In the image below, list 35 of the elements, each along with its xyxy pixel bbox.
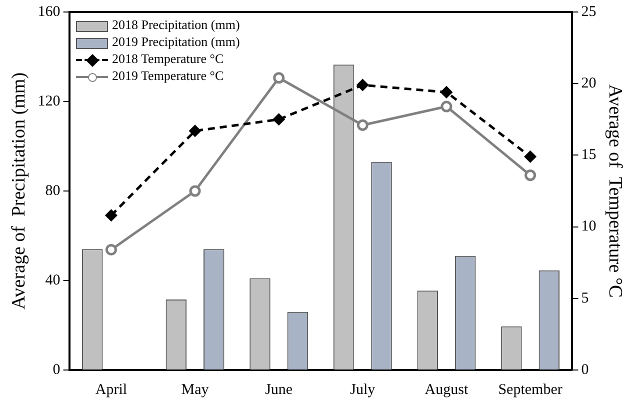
y-axis-title: Average of Precipitation (mm) (8, 72, 30, 310)
point (273, 114, 285, 126)
legend-label: 2019 Temperature °C (112, 68, 224, 83)
y-tick-label: 80 (45, 182, 60, 199)
x-tick-label: May (181, 382, 210, 398)
y2-tick-label: 10 (581, 218, 596, 235)
x-tick-label: August (424, 382, 469, 398)
point (273, 72, 285, 84)
legend-label: 2018 Temperature °C (112, 51, 224, 66)
y2-tick-label: 20 (581, 76, 596, 92)
legend-label: 2019 Precipitation (mm) (112, 34, 240, 49)
point (524, 170, 536, 181)
point (105, 244, 117, 256)
point (356, 119, 368, 131)
y2-tick-label: 25 (581, 4, 596, 20)
x-tick-label: June (265, 382, 293, 398)
point (105, 210, 117, 222)
y2-axis-title: Average of Temperature °C (604, 84, 626, 298)
point (189, 185, 201, 197)
point (189, 125, 201, 137)
point (524, 150, 536, 162)
point (440, 86, 452, 98)
y2-tick-label: 0 (581, 362, 589, 378)
y-tick-label: 0 (52, 362, 60, 378)
x-tick-label: September (498, 382, 562, 398)
x-tick-label: July (350, 382, 376, 398)
y2-tick-label: 15 (581, 147, 596, 164)
y-tick-label: 160 (38, 4, 60, 20)
point (440, 100, 452, 112)
legend-label: 2018 Precipitation (mm) (112, 17, 240, 32)
point (356, 79, 368, 91)
x-tick-label: April (95, 382, 128, 398)
y-tick-label: 40 (45, 272, 60, 288)
y2-tick-label: 5 (581, 290, 589, 306)
y-tick-label: 120 (38, 93, 60, 110)
